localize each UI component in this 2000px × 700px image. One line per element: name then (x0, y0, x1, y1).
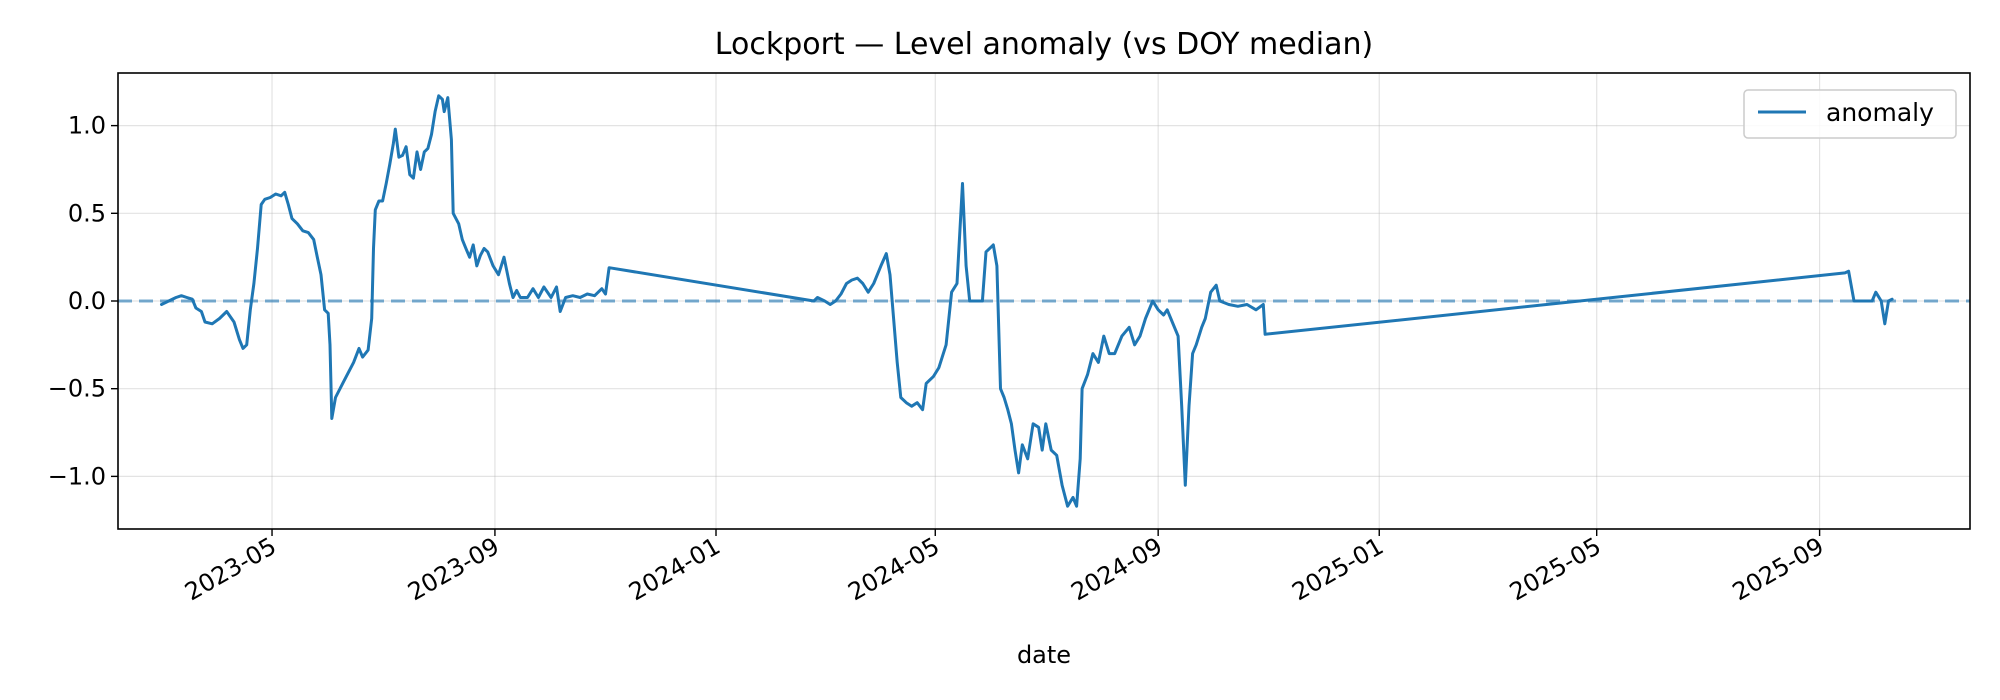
legend-label: anomaly (1826, 98, 1934, 127)
legend: anomaly (1743, 89, 1957, 139)
y-tick-label: 0.0 (68, 287, 106, 315)
chart-title: Lockport — Level anomaly (vs DOY median) (715, 27, 1373, 62)
y-tick-label: −0.5 (48, 375, 106, 403)
y-tick-label: 0.5 (68, 199, 106, 227)
series-line-anomaly (160, 94, 1894, 508)
y-tick-label: −1.0 (48, 462, 106, 490)
legend-box (1743, 89, 1957, 139)
y-tick-label: 1.0 (68, 112, 106, 140)
series-layer (160, 94, 1894, 508)
x-axis-label: date (1017, 641, 1071, 669)
y-axis: −1.0 −0.5 0.0 0.5 1.0 (48, 112, 118, 490)
